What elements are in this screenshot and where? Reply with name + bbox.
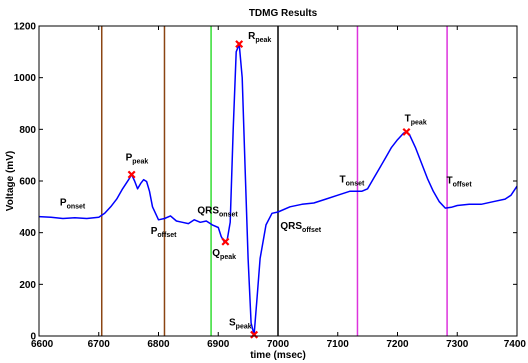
y-tick-label-5: 1000 — [14, 73, 37, 84]
chart-title: TDMG Results — [249, 8, 318, 19]
peak-marker-3 — [250, 330, 259, 339]
x-tick-label-3: 6900 — [207, 339, 230, 350]
x-axis-label: time (msec) — [250, 350, 306, 361]
annotation-3: QRSonset — [197, 205, 238, 218]
x-tick-label-0: 6600 — [31, 339, 54, 350]
x-tick-label-6: 7200 — [386, 339, 409, 350]
peak-marker-0 — [127, 170, 136, 179]
y-tick-label-6: 1200 — [14, 22, 37, 33]
series-line-0 — [38, 43, 518, 336]
annotation-7: QRSoffset — [280, 221, 321, 234]
annotation-1: Ppeak — [126, 152, 149, 165]
peak-marker-2 — [235, 40, 244, 49]
peak-markers — [127, 40, 411, 339]
y-tick-label-4: 800 — [19, 125, 36, 136]
annotation-6: Speak — [229, 318, 252, 331]
annotation-8: Tonset — [340, 174, 365, 187]
y-tick-label-3: 600 — [19, 177, 36, 188]
annotations: Ponset Ppeak Poffset QRSonset Qpeak Rpeak Spea… — [60, 31, 472, 331]
annotation-0: Ponset — [60, 198, 86, 211]
y-axis-ticks: 0 200 400 600 800 1000 1200 — [14, 22, 517, 343]
series-group — [38, 43, 518, 336]
x-tick-label-2: 6800 — [147, 339, 170, 350]
y-axis-label: Voltage (mV) — [5, 151, 16, 211]
annotation-2: Poffset — [151, 226, 177, 239]
y-tick-label-1: 200 — [19, 280, 36, 291]
x-tick-label-1: 6700 — [88, 339, 111, 350]
annotation-5: Rpeak — [248, 31, 271, 44]
annotation-4: Qpeak — [212, 248, 236, 261]
annotation-9: Tpeak — [405, 114, 427, 127]
x-tick-label-8: 7400 — [504, 339, 527, 350]
peak-marker-1 — [221, 237, 230, 246]
peak-marker-4 — [402, 127, 411, 136]
x-axis-ticks: 6600 6700 6800 6900 7000 7100 7200 7300 7400 — [31, 26, 526, 350]
y-tick-label-0: 0 — [30, 332, 36, 343]
x-tick-label-4: 7000 — [267, 339, 290, 350]
x-tick-label-5: 7100 — [327, 339, 350, 350]
y-tick-label-2: 400 — [19, 228, 36, 239]
marker-lines — [100, 26, 448, 336]
annotation-10: Toffset — [446, 176, 472, 189]
x-tick-label-7: 7300 — [446, 339, 469, 350]
